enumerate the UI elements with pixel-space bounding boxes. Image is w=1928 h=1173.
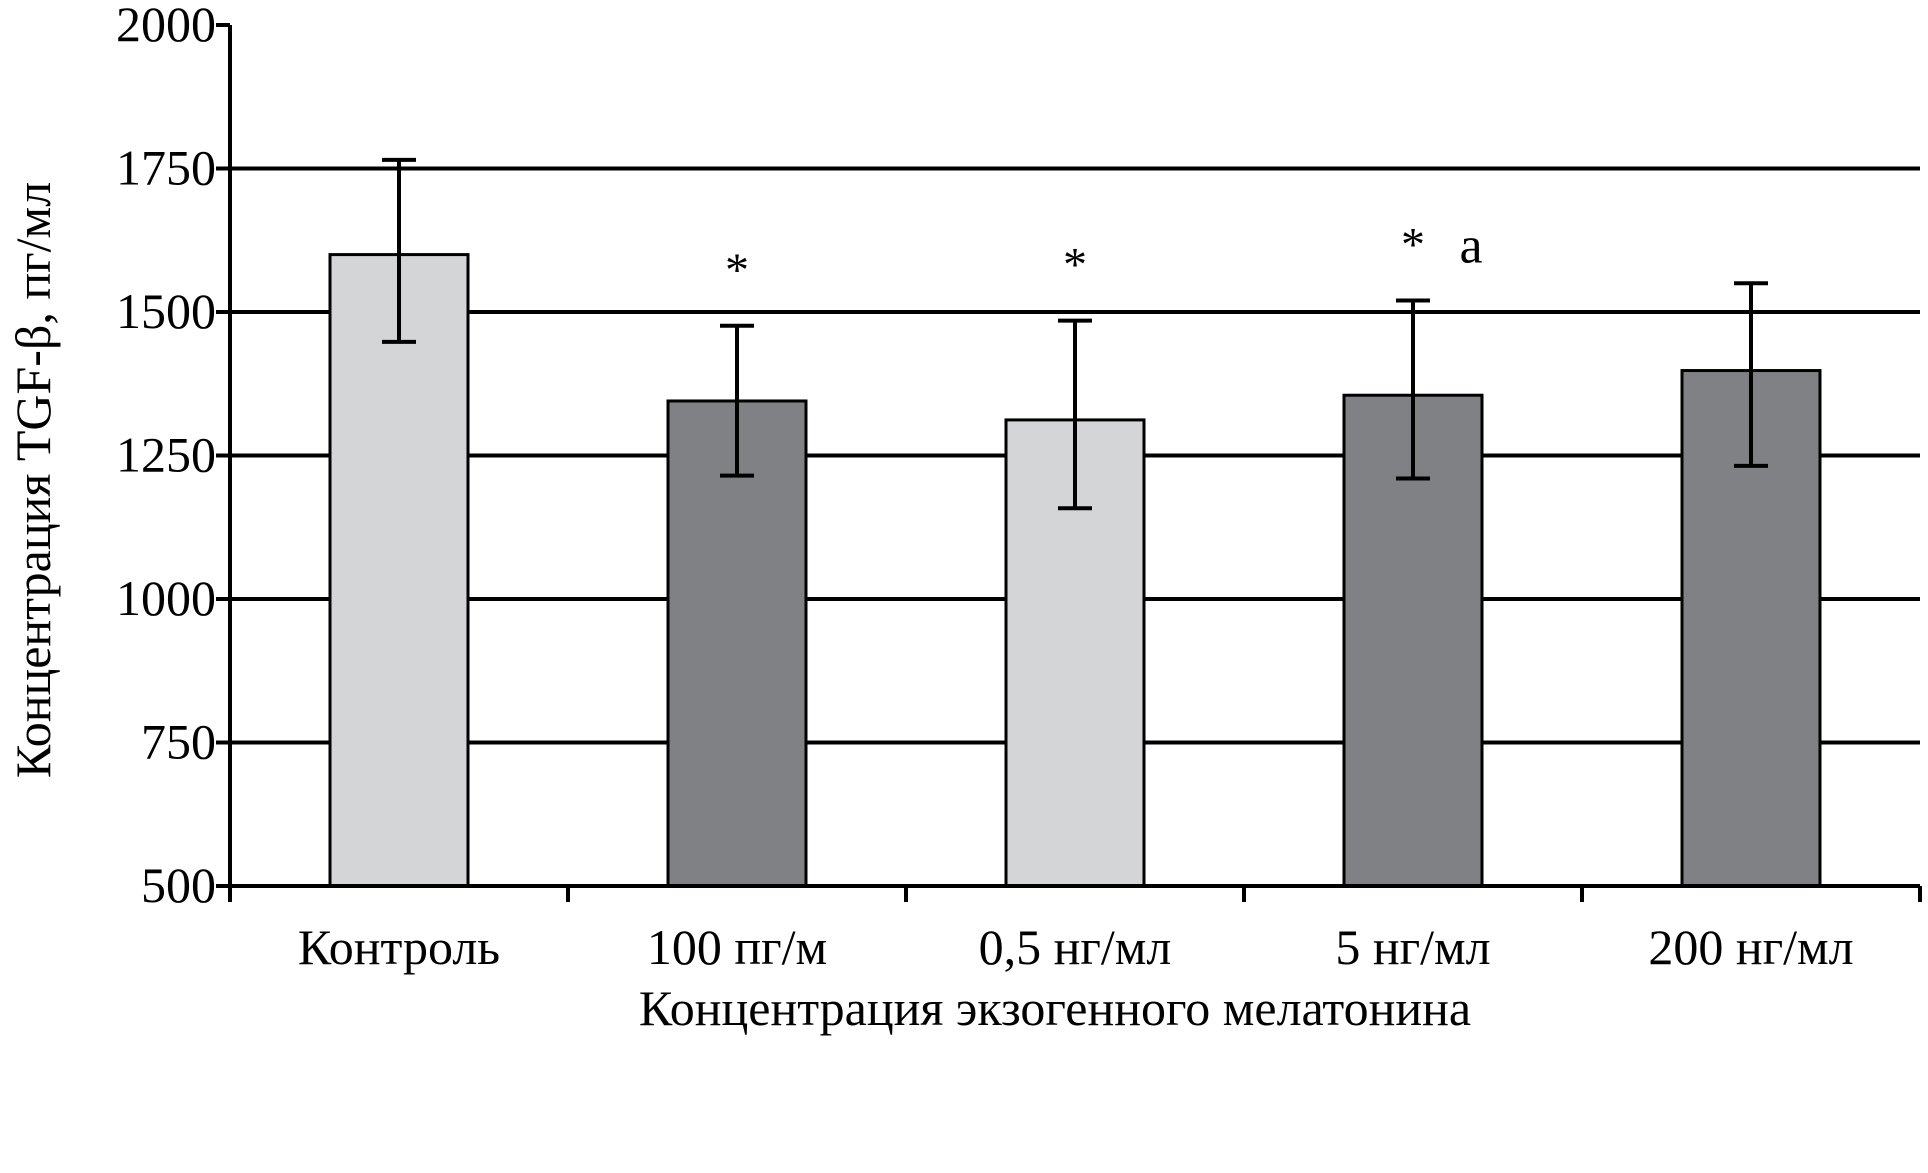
error-bars-group (382, 157, 1768, 511)
x-tick-label: 0,5 нг/мл (979, 919, 1172, 975)
bars-group (328, 253, 1822, 888)
x-axis-title: Концентрация экзогенного мелатонина (639, 980, 1471, 1036)
y-tick-label: 1750 (116, 140, 216, 196)
axes (216, 23, 1922, 902)
y-tick-label: 1000 (116, 570, 216, 626)
annotations: * * * a (725, 218, 1483, 297)
x-tick-label: 100 пг/м (647, 919, 827, 975)
y-tick-label: 1250 (116, 427, 216, 483)
x-tick-label: 5 нг/мл (1335, 919, 1490, 975)
y-tick-label: 1500 (116, 283, 216, 339)
y-tick-label: 2000 (116, 0, 216, 52)
significance-star: * (1063, 239, 1087, 292)
x-tick-label: Контроль (298, 919, 500, 975)
significance-letter: a (1459, 218, 1482, 275)
y-axis-title: Концентрация TGF-β, пг/мл (5, 182, 61, 778)
significance-star: * (725, 244, 749, 297)
y-tick-label: 500 (141, 857, 216, 913)
significance-star: * (1401, 219, 1425, 272)
x-tick-label: 200 нг/мл (1648, 919, 1853, 975)
bar-1 (328, 253, 470, 888)
y-tick-label: 750 (141, 714, 216, 770)
tick-labels: 500 750 1000 1250 1500 1750 2000 Контроль 100 пг… (116, 0, 1854, 975)
